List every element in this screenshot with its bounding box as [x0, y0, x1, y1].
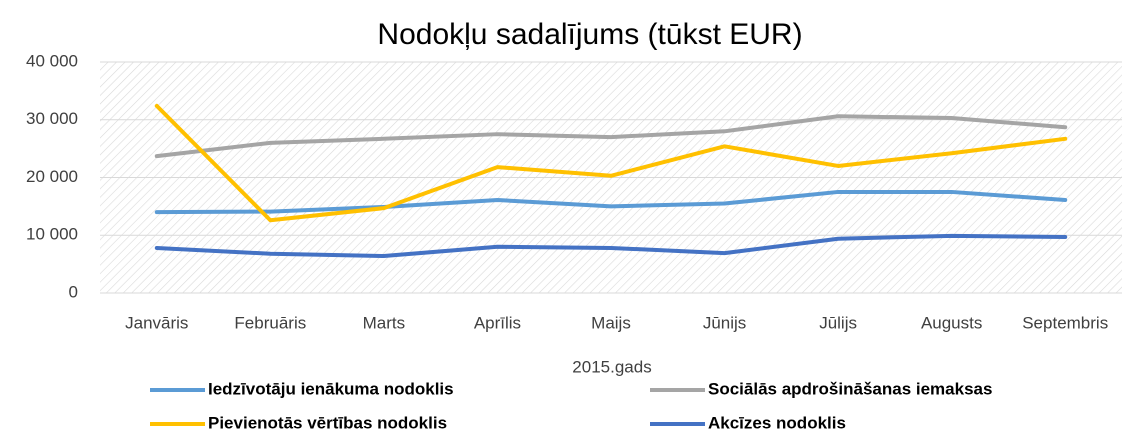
series-line [154, 114, 1068, 159]
y-tick-label: 10 000 [26, 225, 78, 244]
x-tick-label: Augusts [921, 313, 982, 332]
chart-title: Nodokļu sadalījums (tūkst EUR) [377, 18, 802, 51]
x-tick-label: Marts [363, 313, 406, 332]
series-line [154, 189, 1068, 215]
y-tick-label: 40 000 [26, 51, 78, 70]
x-tick-label: Jūnijs [703, 313, 746, 332]
legend-label: Sociālās apdrošināšanas iemaksas [708, 379, 992, 398]
x-tick-label: Septembris [1022, 313, 1108, 332]
y-tick-label: 30 000 [26, 109, 78, 128]
x-tick-label: Janvāris [125, 313, 188, 332]
y-tick-label: 0 [69, 282, 78, 301]
x-axis-label: 2015.gads [572, 357, 651, 376]
legend-label: Pievienotās vērtības nodoklis [208, 413, 447, 432]
x-tick-label: Aprīlis [474, 313, 521, 332]
legend-label: Akcīzes nodoklis [708, 413, 846, 432]
x-tick-label: Maijs [591, 313, 631, 332]
series-line [154, 233, 1068, 259]
series-line [154, 103, 1068, 223]
y-tick-label: 20 000 [26, 167, 78, 186]
legend-label: Iedzīvotāju ienākuma nodoklis [208, 379, 454, 398]
x-tick-label: Jūlijs [819, 313, 857, 332]
x-tick-label: Februāris [234, 313, 306, 332]
